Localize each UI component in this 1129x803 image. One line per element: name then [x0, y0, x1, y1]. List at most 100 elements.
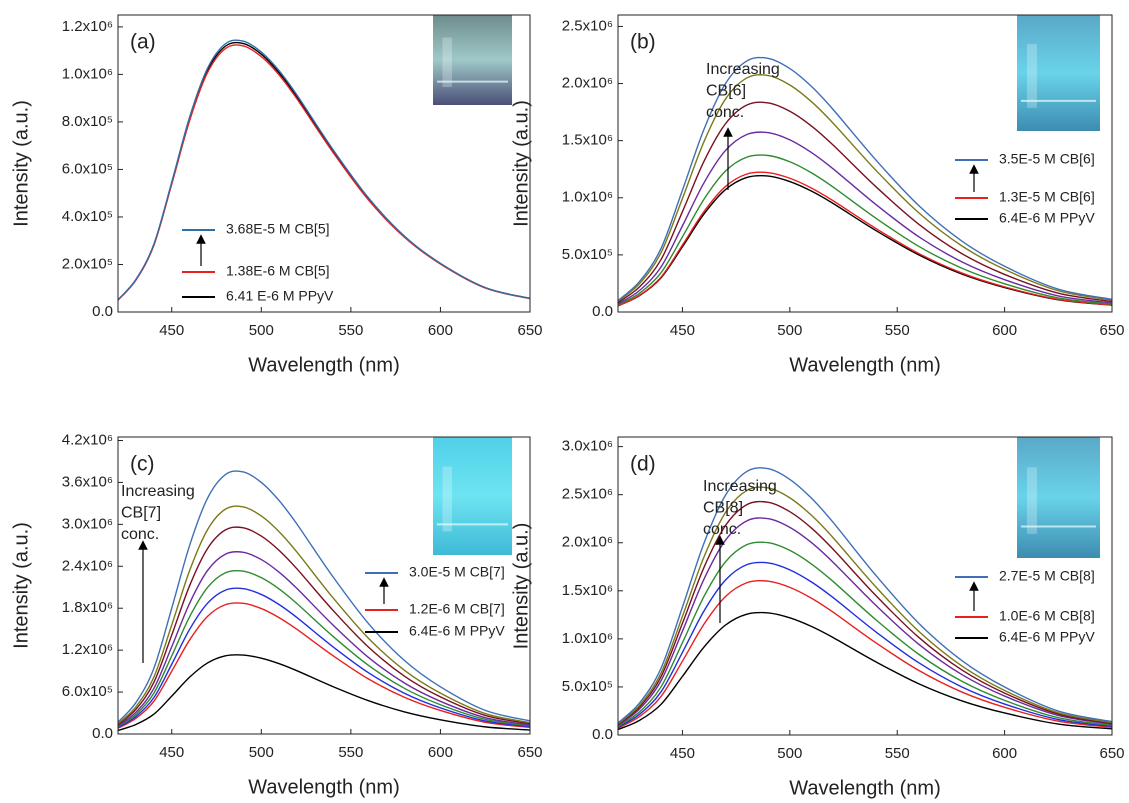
y-tick-label: 5.0x10⁵: [562, 678, 613, 695]
x-tick-label: 650: [1099, 322, 1124, 339]
x-axis-title: Wavelength (nm): [248, 354, 400, 376]
y-tick-label: 4.0x10⁵: [62, 208, 113, 225]
annotation: conc.: [121, 526, 159, 543]
spectrum-line: [117, 587, 531, 729]
spectrum-line: [117, 654, 531, 732]
spectrum-line: [617, 101, 1113, 304]
x-tick-label: 500: [777, 745, 802, 762]
y-tick-label: 6.0x10⁵: [62, 683, 113, 700]
x-tick-label: 450: [670, 745, 695, 762]
x-tick-label: 500: [249, 744, 274, 761]
x-tick-label: 650: [517, 322, 542, 339]
legend-label: 1.38E-6 M CB[5]: [226, 263, 330, 279]
panel-label: (a): [130, 31, 156, 54]
vial-highlight: [442, 466, 452, 532]
spectrum-line: [117, 470, 531, 723]
y-tick-label: 0.0: [592, 303, 613, 320]
y-tick-label: 2.0x10⁶: [562, 534, 613, 551]
y-tick-label: 2.0x10⁵: [62, 255, 113, 272]
plot-frame: [617, 14, 1113, 313]
plot-frame: [117, 14, 531, 313]
x-tick-label: 550: [338, 744, 363, 761]
x-tick-label: 500: [249, 322, 274, 339]
spectrum-line: [117, 39, 531, 301]
spectrum-line: [617, 579, 1113, 729]
x-axis-title: Wavelength (nm): [789, 354, 941, 376]
y-tick-label: 6.0x10⁵: [62, 160, 113, 177]
vial-highlight: [1026, 44, 1037, 108]
y-tick-label: 2.4x10⁶: [62, 557, 113, 574]
y-axis-title: Intensity (a.u.): [510, 100, 532, 227]
vial-highlight: [442, 37, 452, 87]
panel: 0.0 5.0x10⁵ 1.0x10⁶ 1.5x10⁶ 2.0x10⁶ 2.5x10⁶ 45…: [510, 14, 1125, 376]
annotation: CB[6]: [706, 83, 746, 100]
spectrum-line: [617, 174, 1113, 307]
y-tick-label: 1.8x10⁶: [62, 599, 113, 616]
x-tick-label: 450: [159, 322, 184, 339]
spectrum-line: [617, 500, 1113, 726]
y-axis-title: Intensity (a.u.): [10, 100, 32, 227]
spectrum-line: [117, 550, 531, 727]
plot-frame: [617, 436, 1113, 736]
y-tick-label: 1.5x10⁶: [562, 132, 613, 149]
annotation: CB[7]: [121, 505, 161, 522]
x-tick-label: 500: [777, 322, 802, 339]
annotation: Increasing: [121, 483, 195, 500]
x-tick-label: 600: [992, 322, 1017, 339]
y-tick-label: 1.2x10⁶: [62, 641, 113, 658]
x-axis-title: Wavelength (nm): [789, 777, 941, 799]
legend-label: 1.3E-5 M CB[6]: [999, 189, 1095, 205]
panel-label: (d): [630, 453, 656, 476]
panel: 0.0 5.0x10⁵ 1.0x10⁶ 1.5x10⁶ 2.0x10⁶ 2.5x10⁶ 3.…: [510, 436, 1125, 799]
spectrum-line: [117, 526, 531, 726]
x-tick-label: 550: [885, 322, 910, 339]
annotation: Increasing: [706, 61, 780, 78]
annotation: CB[8]: [703, 500, 743, 517]
y-tick-label: 0.0: [592, 726, 613, 743]
legend-label: 6.4E-6 M PPyV: [999, 629, 1095, 645]
legend-label: 1.2E-6 M CB[7]: [409, 601, 505, 617]
y-tick-label: 1.5x10⁶: [562, 582, 613, 599]
x-tick-label: 550: [885, 745, 910, 762]
plot-frame: [117, 436, 531, 735]
spectrum-line: [617, 541, 1113, 727]
legend-label: 3.5E-5 M CB[6]: [999, 151, 1095, 167]
x-tick-label: 600: [428, 744, 453, 761]
spectrum-line: [117, 505, 531, 725]
y-tick-label: 3.0x10⁶: [562, 438, 613, 455]
annotation: conc.: [703, 521, 741, 538]
annotation: conc.: [706, 104, 744, 121]
y-tick-label: 1.0x10⁶: [562, 630, 613, 647]
y-tick-label: 5.0x10⁵: [562, 246, 613, 263]
y-tick-label: 2.5x10⁶: [562, 486, 613, 503]
y-tick-label: 4.2x10⁶: [62, 431, 113, 448]
panel-label: (c): [130, 453, 155, 476]
y-tick-label: 2.5x10⁶: [562, 17, 613, 34]
x-tick-label: 650: [1099, 745, 1124, 762]
y-tick-label: 0.0: [92, 725, 113, 742]
panel: 0.0 2.0x10⁵ 4.0x10⁵ 6.0x10⁵ 8.0x10⁵ 1.0x10⁶ 1.…: [10, 14, 543, 376]
legend-label: 1.0E-6 M CB[8]: [999, 608, 1095, 624]
inset-photo: [1017, 15, 1100, 131]
y-axis-title: Intensity (a.u.): [510, 523, 532, 650]
spectrum-line: [117, 602, 531, 729]
panel-label: (b): [630, 31, 656, 54]
y-tick-label: 3.6x10⁶: [62, 473, 113, 490]
spectrum-line: [617, 486, 1113, 725]
vial-highlight: [1026, 467, 1037, 534]
inset-photo: [433, 437, 512, 555]
y-tick-label: 2.0x10⁶: [562, 75, 613, 92]
x-tick-label: 450: [159, 744, 184, 761]
y-tick-label: 1.0x10⁶: [562, 189, 613, 206]
x-tick-label: 450: [670, 322, 695, 339]
panel: 0.0 6.0x10⁵ 1.2x10⁶ 1.8x10⁶ 2.4x10⁶ 3.0x10⁶ 3.…: [10, 431, 542, 798]
x-tick-label: 600: [992, 745, 1017, 762]
y-tick-label: 1.0x10⁶: [62, 65, 113, 82]
y-axis-title: Intensity (a.u.): [10, 522, 32, 649]
y-tick-label: 8.0x10⁵: [62, 113, 113, 130]
spectrum-line: [617, 154, 1113, 306]
annotation: Increasing: [703, 478, 777, 495]
y-tick-label: 3.0x10⁶: [62, 515, 113, 532]
